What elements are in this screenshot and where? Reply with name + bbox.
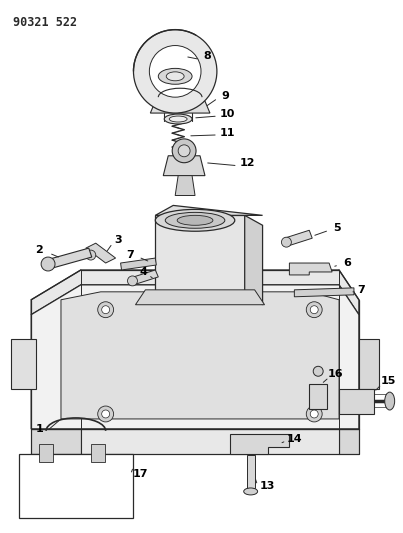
Text: 11: 11: [220, 128, 236, 138]
Circle shape: [310, 306, 318, 314]
Circle shape: [86, 250, 96, 260]
Bar: [39, 444, 53, 462]
Text: 1: 1: [35, 424, 43, 434]
Text: 12: 12: [240, 158, 256, 168]
Text: 8: 8: [203, 52, 211, 61]
Text: 13: 13: [260, 481, 275, 491]
Text: 10: 10: [220, 109, 235, 119]
Text: 7: 7: [357, 285, 365, 295]
Circle shape: [306, 406, 322, 422]
Circle shape: [150, 45, 201, 97]
Bar: [19, 454, 133, 518]
Polygon shape: [294, 288, 354, 297]
Text: 3: 3: [115, 235, 123, 245]
Polygon shape: [131, 270, 158, 285]
Ellipse shape: [155, 209, 235, 231]
Polygon shape: [289, 263, 332, 275]
Text: 5: 5: [333, 223, 341, 233]
Polygon shape: [135, 290, 264, 305]
Polygon shape: [81, 429, 339, 454]
Polygon shape: [339, 429, 359, 454]
Polygon shape: [31, 429, 81, 454]
Polygon shape: [86, 243, 116, 263]
Polygon shape: [175, 176, 195, 196]
Ellipse shape: [164, 114, 192, 124]
Polygon shape: [120, 258, 156, 270]
Ellipse shape: [166, 72, 184, 81]
Polygon shape: [247, 455, 255, 488]
Ellipse shape: [177, 215, 213, 225]
Polygon shape: [285, 230, 312, 246]
Circle shape: [102, 306, 110, 314]
Polygon shape: [11, 340, 36, 389]
Text: 9: 9: [221, 91, 229, 101]
Text: 15: 15: [381, 376, 397, 386]
Polygon shape: [339, 389, 374, 414]
Circle shape: [178, 145, 190, 157]
Text: 4: 4: [139, 267, 147, 277]
Circle shape: [41, 257, 55, 271]
Text: 7: 7: [127, 250, 134, 260]
Polygon shape: [155, 205, 263, 215]
Circle shape: [98, 302, 114, 318]
Ellipse shape: [158, 68, 192, 84]
Polygon shape: [31, 270, 359, 314]
Circle shape: [306, 302, 322, 318]
Text: 6: 6: [343, 258, 351, 268]
Circle shape: [98, 406, 114, 422]
Text: 16: 16: [327, 369, 343, 379]
Circle shape: [281, 237, 291, 247]
Polygon shape: [61, 292, 339, 419]
Polygon shape: [163, 156, 205, 176]
Ellipse shape: [165, 212, 225, 228]
Text: 2: 2: [35, 245, 43, 255]
Circle shape: [133, 30, 217, 113]
Bar: [91, 444, 105, 462]
Polygon shape: [245, 215, 263, 305]
Polygon shape: [230, 434, 289, 454]
Polygon shape: [309, 384, 327, 409]
Polygon shape: [46, 248, 92, 269]
Text: 14: 14: [287, 434, 302, 444]
Polygon shape: [31, 285, 359, 429]
Polygon shape: [359, 340, 379, 389]
Polygon shape: [150, 101, 210, 113]
Polygon shape: [155, 215, 245, 295]
Ellipse shape: [244, 488, 258, 495]
Ellipse shape: [385, 392, 395, 410]
Text: 90321 522: 90321 522: [13, 16, 77, 29]
Ellipse shape: [169, 116, 187, 122]
Text: 17: 17: [133, 469, 148, 479]
Circle shape: [127, 276, 137, 286]
Circle shape: [102, 410, 110, 418]
Circle shape: [310, 410, 318, 418]
Circle shape: [313, 366, 323, 376]
Circle shape: [172, 139, 196, 163]
